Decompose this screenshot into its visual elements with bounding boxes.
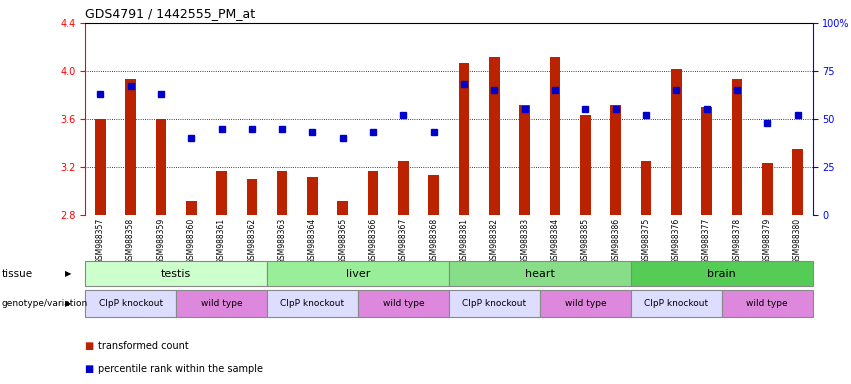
Text: ▶: ▶ — [65, 269, 71, 278]
Bar — [519, 104, 530, 215]
Bar — [540, 290, 631, 317]
Bar — [792, 149, 802, 215]
Bar — [247, 179, 257, 215]
Bar — [459, 63, 470, 215]
Bar — [722, 290, 813, 317]
Bar — [267, 290, 358, 317]
Text: ■: ■ — [85, 364, 98, 374]
Bar — [428, 175, 439, 215]
Text: brain: brain — [707, 268, 736, 279]
Bar — [267, 261, 448, 286]
Bar — [307, 177, 317, 215]
Text: ClpP knockout: ClpP knockout — [281, 299, 345, 308]
Bar — [95, 119, 106, 215]
Bar — [85, 261, 267, 286]
Bar — [85, 290, 176, 317]
Bar — [641, 161, 651, 215]
Text: ■: ■ — [85, 341, 98, 351]
Text: percentile rank within the sample: percentile rank within the sample — [98, 364, 263, 374]
Bar — [580, 116, 591, 215]
Text: ▶: ▶ — [65, 299, 71, 308]
Text: ClpP knockout: ClpP knockout — [462, 299, 527, 308]
Bar — [358, 290, 449, 317]
Bar — [762, 164, 773, 215]
Bar — [610, 104, 621, 215]
Text: wild type: wild type — [564, 299, 606, 308]
Bar — [338, 200, 348, 215]
Bar — [732, 79, 742, 215]
Bar — [489, 57, 500, 215]
Bar — [631, 261, 813, 286]
Bar — [216, 170, 227, 215]
Bar — [701, 107, 712, 215]
Bar — [368, 170, 379, 215]
Text: wild type: wild type — [201, 299, 243, 308]
Text: ClpP knockout: ClpP knockout — [644, 299, 708, 308]
Bar — [449, 290, 540, 317]
Text: wild type: wild type — [383, 299, 425, 308]
Text: genotype/variation: genotype/variation — [2, 299, 88, 308]
Bar — [671, 69, 682, 215]
Text: wild type: wild type — [746, 299, 788, 308]
Bar — [125, 79, 136, 215]
Bar — [186, 200, 197, 215]
Bar — [398, 161, 408, 215]
Bar — [550, 57, 560, 215]
Bar — [156, 119, 166, 215]
Text: heart: heart — [525, 268, 555, 279]
Text: ClpP knockout: ClpP knockout — [99, 299, 163, 308]
Bar — [176, 290, 267, 317]
Text: liver: liver — [346, 268, 370, 279]
Text: GDS4791 / 1442555_PM_at: GDS4791 / 1442555_PM_at — [85, 7, 255, 20]
Text: tissue: tissue — [2, 268, 33, 279]
Bar — [449, 261, 631, 286]
Text: transformed count: transformed count — [98, 341, 189, 351]
Bar — [277, 170, 288, 215]
Bar — [631, 290, 722, 317]
Text: testis: testis — [161, 268, 191, 279]
